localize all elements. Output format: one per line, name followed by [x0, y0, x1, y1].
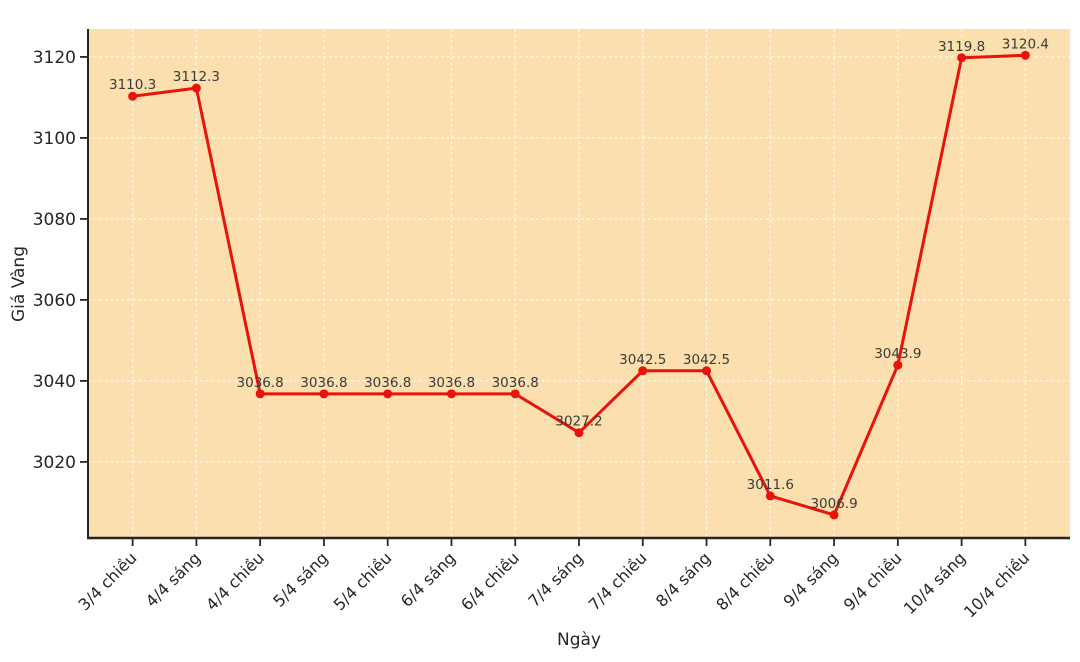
point-value-label: 3112.3 — [173, 69, 220, 85]
x-tick-label: 5/4 chiều — [330, 548, 396, 614]
point-value-label: 3006.9 — [810, 496, 857, 512]
point-value-label: 3036.8 — [492, 375, 539, 391]
data-point — [638, 366, 648, 376]
y-tick-label: 3120 — [33, 48, 76, 68]
x-tick-label: 9/4 sáng — [779, 548, 841, 610]
data-point — [128, 91, 138, 101]
point-value-label: 3036.8 — [300, 375, 347, 391]
data-point — [1020, 50, 1030, 60]
data-point — [510, 389, 520, 399]
data-point — [319, 389, 329, 399]
x-tick-label: 4/4 sáng — [142, 548, 204, 610]
x-tick-label: 10/4 sáng — [900, 548, 970, 618]
point-value-label: 3036.8 — [237, 375, 284, 391]
data-point — [702, 366, 712, 376]
data-point — [191, 83, 201, 93]
x-tick-label: 8/4 chiều — [712, 548, 778, 614]
data-point — [574, 428, 584, 438]
x-tick-label: 3/4 chiều — [75, 548, 141, 614]
x-axis-title: Ngày — [557, 630, 601, 650]
x-tick-label: 9/4 chiều — [840, 548, 906, 614]
point-value-label: 3110.3 — [109, 77, 156, 93]
data-point — [957, 53, 967, 63]
x-tick-label: 6/4 chiều — [457, 548, 523, 614]
point-value-label: 3042.5 — [683, 352, 730, 368]
data-point — [255, 389, 265, 399]
x-tick-label: 5/4 sáng — [269, 548, 331, 610]
point-value-label: 3036.8 — [428, 375, 475, 391]
point-value-label: 3119.8 — [938, 39, 985, 55]
data-point — [893, 360, 903, 370]
x-tick-label: 8/4 sáng — [652, 548, 714, 610]
point-value-label: 3120.4 — [1002, 36, 1049, 52]
y-tick-label: 3060 — [33, 291, 76, 311]
y-tick-label: 3020 — [33, 453, 76, 473]
point-value-label: 3043.9 — [874, 346, 921, 362]
x-tick-label: 4/4 chiều — [202, 548, 268, 614]
data-point — [765, 491, 775, 501]
data-point — [446, 389, 456, 399]
y-tick-label: 3080 — [33, 210, 76, 230]
x-tick-label: 10/4 chiều — [960, 548, 1033, 621]
point-value-label: 3027.2 — [555, 414, 602, 430]
x-tick-label: 7/4 sáng — [524, 548, 586, 610]
y-axis-title: Giá Vàng — [9, 245, 29, 323]
y-tick-label: 3100 — [33, 129, 76, 149]
x-tick-label: 6/4 sáng — [397, 548, 459, 610]
data-point — [829, 510, 839, 520]
y-tick-label: 3040 — [33, 372, 76, 392]
data-point — [383, 389, 393, 399]
point-value-label: 3011.6 — [747, 477, 794, 493]
x-tick-label: 7/4 chiều — [585, 548, 651, 614]
point-value-label: 3042.5 — [619, 352, 666, 368]
point-value-label: 3036.8 — [364, 375, 411, 391]
